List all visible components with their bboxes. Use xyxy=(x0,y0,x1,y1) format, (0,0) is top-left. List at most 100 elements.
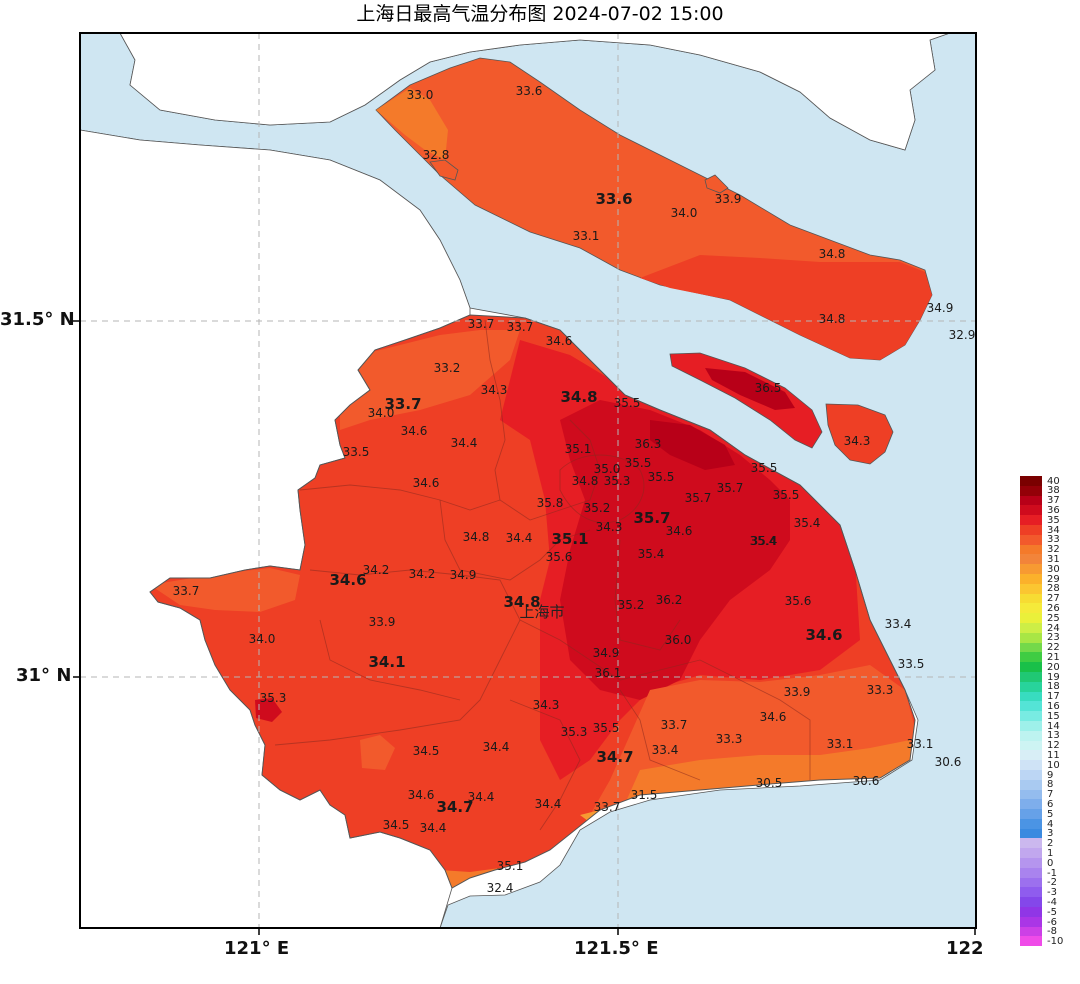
station-temp-label: 34.7 xyxy=(436,798,474,816)
legend-tick-label: 10 xyxy=(1047,759,1060,771)
legend-tick-label: 40 xyxy=(1047,475,1060,487)
station-temp-label: 34.3 xyxy=(843,434,871,448)
station-temp-label: 33.5 xyxy=(342,445,370,459)
legend-tick-label: 14 xyxy=(1047,720,1060,732)
station-temp-label: 36.0 xyxy=(664,633,692,647)
station-temp-label: 34.6 xyxy=(545,334,573,348)
station-temp-label: 35.2 xyxy=(583,501,611,515)
legend-tick-label: 0 xyxy=(1047,857,1054,869)
station-temp-label: 35.5 xyxy=(750,461,778,475)
station-temp-label: 36.3 xyxy=(634,437,662,451)
legend-tick-label: 3 xyxy=(1047,828,1054,840)
station-temp-label: 34.2 xyxy=(408,567,436,581)
legend-tick-label: 12 xyxy=(1047,740,1060,752)
station-temp-label: 35.3 xyxy=(603,474,631,488)
legend-swatch xyxy=(1020,926,1042,937)
color-legend xyxy=(1020,476,1042,947)
legend-swatch xyxy=(1020,799,1042,810)
station-temp-label: 31.5 xyxy=(630,788,658,802)
legend-tick-label: 27 xyxy=(1047,593,1060,605)
station-temp-label: 34.4 xyxy=(482,740,510,754)
station-temp-label: 34.8 xyxy=(818,247,846,261)
legend-tick-label: -1 xyxy=(1047,867,1057,879)
legend-tick-label: 5 xyxy=(1047,808,1054,820)
station-temp-label: 33.1 xyxy=(906,737,934,751)
station-temp-label: 33.7 xyxy=(593,800,621,814)
station-temp-label: 34.7 xyxy=(596,748,634,766)
station-temp-label: 35.0 xyxy=(593,462,621,476)
legend-tick-label: 2 xyxy=(1047,838,1054,850)
station-temp-label: 34.6 xyxy=(665,524,693,538)
station-temp-label: 34.8 xyxy=(818,312,846,326)
x-tick-122: 122 xyxy=(946,938,984,959)
y-tick-31-5: 31.5° N xyxy=(0,309,75,330)
station-temp-label: 32.9 xyxy=(948,328,976,342)
station-temp-label: 35.4 xyxy=(637,547,665,561)
legend-swatch xyxy=(1020,867,1042,878)
station-temp-label: 33.5 xyxy=(897,657,925,671)
legend-tick-label: 38 xyxy=(1047,485,1060,497)
station-temp-label: 30.6 xyxy=(852,774,880,788)
chongming-west-tip xyxy=(376,88,448,160)
station-temp-label: 34.4 xyxy=(467,790,495,804)
station-temp-label: 35.1 xyxy=(496,859,524,873)
legend-tick-label: -10 xyxy=(1047,936,1064,948)
station-temp-label: 33.7 xyxy=(660,718,688,732)
station-temp-label: 34.3 xyxy=(532,698,560,712)
legend-swatch xyxy=(1020,789,1042,800)
station-temp-label: 34.6 xyxy=(412,476,440,490)
station-temp-label: 34.3 xyxy=(595,520,623,534)
legend-swatch xyxy=(1020,622,1042,633)
legend-tick-label: 18 xyxy=(1047,681,1060,693)
station-temp-label: 36.2 xyxy=(655,593,683,607)
station-temp-label: 35.2 xyxy=(617,598,645,612)
legend-tick-label: 33 xyxy=(1047,534,1060,546)
legend-tick-label: 26 xyxy=(1047,602,1060,614)
station-temp-label: 34.6 xyxy=(329,571,367,589)
legend-swatch xyxy=(1020,505,1042,516)
legend-swatch xyxy=(1020,603,1042,614)
station-temp-label: 34.8 xyxy=(571,474,599,488)
legend-tick-label: 28 xyxy=(1047,583,1060,595)
station-temp-label: 34.8 xyxy=(503,593,541,611)
legend-swatch xyxy=(1020,613,1042,623)
legend-tick-label: 23 xyxy=(1047,632,1060,644)
station-temp-label: 34.6 xyxy=(407,788,435,802)
station-temp-label: 35.4 xyxy=(793,516,821,530)
station-temp-label: 35.5 xyxy=(772,488,800,502)
legend-tick-label: 6 xyxy=(1047,798,1054,810)
legend-swatch xyxy=(1020,534,1042,545)
legend-tick-label: -4 xyxy=(1047,896,1057,908)
station-temp-label: 33.1 xyxy=(572,229,600,243)
legend-swatch xyxy=(1020,720,1042,731)
legend-swatch xyxy=(1020,936,1042,947)
district-boundaries xyxy=(274,319,811,831)
legend-swatch xyxy=(1020,809,1042,819)
legend-swatch xyxy=(1020,554,1042,565)
legend-swatch xyxy=(1020,907,1042,917)
legend-swatch xyxy=(1020,671,1042,682)
legend-swatch xyxy=(1020,711,1042,721)
station-temp-label: 33.7 xyxy=(506,320,534,334)
station-temp-label: 34.9 xyxy=(592,646,620,660)
legend-swatch xyxy=(1020,897,1042,908)
station-temp-label: 35.3 xyxy=(259,691,287,705)
legend-tick-label: 20 xyxy=(1047,661,1060,673)
legend-swatch xyxy=(1020,877,1042,888)
legend-swatch xyxy=(1020,779,1042,790)
map-frame xyxy=(79,32,977,929)
legend-tick-label: 36 xyxy=(1047,504,1060,516)
station-temp-label: 30.5 xyxy=(755,776,783,790)
legend-tick-label: -5 xyxy=(1047,906,1057,918)
mainland-outline xyxy=(149,314,916,889)
legend-tick-label: 29 xyxy=(1047,573,1060,585)
station-temp-label: 35.4 xyxy=(749,534,777,548)
x-tick-121: 121° E xyxy=(224,938,290,959)
legend-swatch xyxy=(1020,524,1042,535)
station-temp-label: 34.6 xyxy=(400,424,428,438)
legend-tick-label: 19 xyxy=(1047,671,1060,683)
station-temp-label: 34.6 xyxy=(759,710,787,724)
station-temp-label: 33.3 xyxy=(866,683,894,697)
legend-tick-label: 1 xyxy=(1047,847,1054,859)
